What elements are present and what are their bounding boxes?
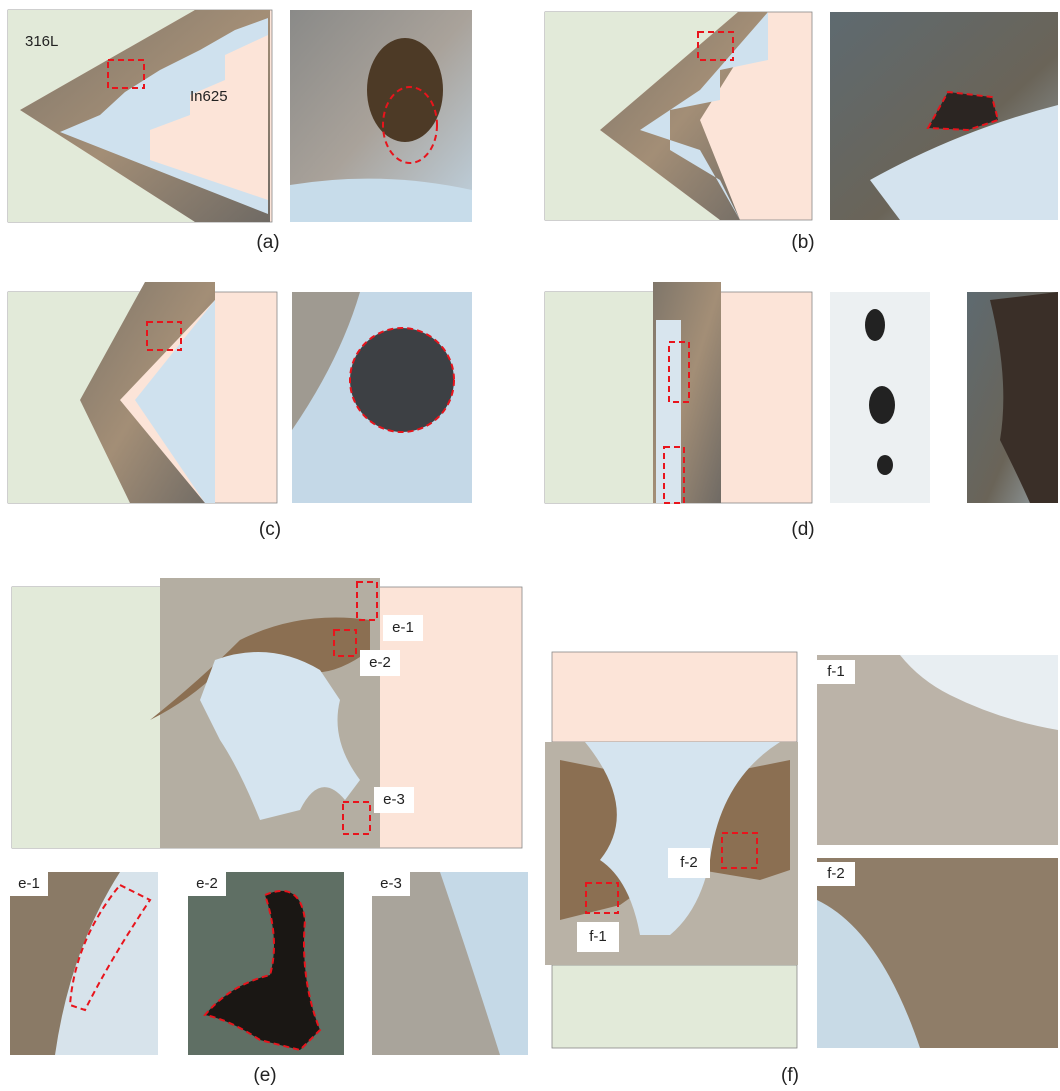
316l-region [545, 292, 653, 503]
panel-d: (d) [545, 282, 1058, 540]
pore [865, 309, 885, 341]
page: 316L In625 (a) (b) (c) [0, 0, 1060, 1091]
panel-c: (c) [8, 282, 472, 540]
panel-label: (c) [259, 519, 281, 540]
inset-tag: e-1 [392, 619, 414, 636]
inset-tag: f-2 [827, 865, 845, 882]
panel-a: 316L In625 (a) [8, 10, 472, 253]
figure: 316L In625 (a) (b) (c) [0, 0, 1060, 1091]
material-label: 316L [25, 33, 58, 50]
inset-tag: e-3 [383, 791, 405, 808]
pore [877, 455, 893, 475]
inset-tag: f-2 [680, 854, 698, 871]
inset-tag: e-3 [380, 875, 402, 892]
inset-tag: e-1 [18, 875, 40, 892]
panel-f: f-2 f-1 f-1 f-2 (f) [545, 652, 1058, 1086]
316l-region [12, 587, 160, 848]
panel-b: (b) [545, 12, 1058, 253]
panel-e: e-1 e-2 e-3 e-1 e-2 e-3 (e) [10, 578, 528, 1086]
inset-tag: e-2 [369, 654, 391, 671]
panel-label: (f) [781, 1065, 799, 1086]
panel-label: (a) [256, 232, 279, 253]
material-label: In625 [190, 88, 228, 105]
inset-tag: f-1 [827, 663, 845, 680]
panel-label: (e) [253, 1065, 276, 1086]
in625-region [552, 652, 797, 742]
panel-label: (b) [791, 232, 814, 253]
316l-region [552, 965, 797, 1048]
micrograph-matrix [290, 179, 472, 222]
defect [367, 38, 443, 142]
panel-label: (d) [791, 519, 814, 540]
pore [869, 386, 895, 424]
inset-tag: f-1 [589, 928, 607, 945]
inset-tag: e-2 [196, 875, 218, 892]
